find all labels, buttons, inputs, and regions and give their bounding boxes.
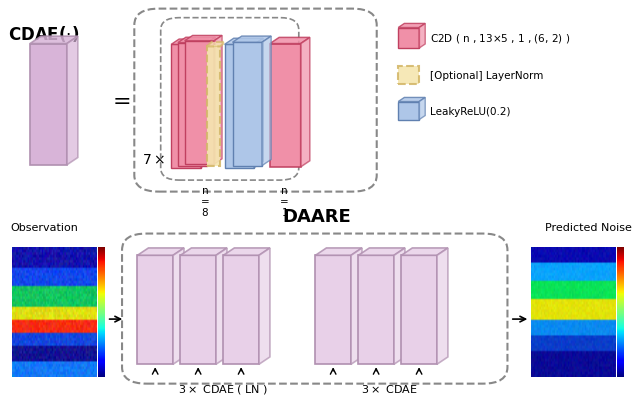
Polygon shape bbox=[232, 37, 271, 43]
Text: n
=
1: n = 1 bbox=[280, 186, 289, 218]
Bar bbox=[223, 256, 259, 364]
Polygon shape bbox=[262, 37, 271, 166]
Polygon shape bbox=[270, 38, 310, 45]
Bar bbox=[232, 43, 262, 166]
Polygon shape bbox=[301, 38, 310, 168]
Bar bbox=[316, 256, 351, 364]
Polygon shape bbox=[207, 38, 215, 166]
Text: $7\times$: $7\times$ bbox=[142, 152, 166, 166]
Polygon shape bbox=[358, 248, 405, 256]
Polygon shape bbox=[401, 248, 448, 256]
Bar bbox=[398, 102, 419, 120]
Polygon shape bbox=[398, 24, 425, 28]
Polygon shape bbox=[207, 43, 225, 47]
Polygon shape bbox=[214, 36, 222, 165]
Polygon shape bbox=[419, 98, 425, 120]
Bar bbox=[398, 67, 419, 85]
Bar bbox=[207, 47, 220, 166]
Text: LeakyReLU(0.2): LeakyReLU(0.2) bbox=[430, 106, 511, 116]
Bar bbox=[184, 42, 214, 165]
Polygon shape bbox=[316, 248, 362, 256]
Polygon shape bbox=[216, 248, 227, 364]
Polygon shape bbox=[171, 40, 209, 45]
Bar bbox=[138, 256, 173, 364]
Bar bbox=[270, 45, 301, 168]
Polygon shape bbox=[178, 38, 215, 43]
Polygon shape bbox=[67, 37, 78, 166]
Polygon shape bbox=[254, 39, 263, 169]
Polygon shape bbox=[30, 37, 78, 45]
Polygon shape bbox=[180, 248, 227, 256]
Bar bbox=[358, 256, 394, 364]
Text: DAARE: DAARE bbox=[282, 208, 351, 226]
Polygon shape bbox=[225, 39, 263, 45]
Text: Predicted Noise: Predicted Noise bbox=[545, 223, 632, 233]
Text: C2D ( n , 13$\times$5 , 1 , (6, 2) ): C2D ( n , 13$\times$5 , 1 , (6, 2) ) bbox=[430, 32, 570, 45]
Bar bbox=[225, 45, 254, 169]
Text: [Optional] LayerNorm: [Optional] LayerNorm bbox=[430, 71, 543, 81]
Text: $3\times$ CDAE ( LN ): $3\times$ CDAE ( LN ) bbox=[178, 382, 268, 395]
Polygon shape bbox=[184, 36, 222, 42]
Polygon shape bbox=[437, 248, 448, 364]
Polygon shape bbox=[200, 40, 209, 169]
Bar bbox=[398, 28, 419, 49]
Text: =: = bbox=[113, 92, 131, 112]
Bar bbox=[30, 45, 67, 166]
Polygon shape bbox=[398, 98, 425, 102]
Polygon shape bbox=[259, 248, 270, 364]
Polygon shape bbox=[351, 248, 362, 364]
Text: CDAE($\cdot$): CDAE($\cdot$) bbox=[8, 24, 79, 44]
Bar bbox=[178, 43, 207, 166]
Bar bbox=[180, 256, 216, 364]
Polygon shape bbox=[419, 24, 425, 49]
Text: n
=
8: n = 8 bbox=[200, 186, 209, 218]
Bar bbox=[401, 256, 437, 364]
Polygon shape bbox=[223, 248, 270, 256]
Text: $3\times$ CDAE: $3\times$ CDAE bbox=[361, 382, 417, 394]
Polygon shape bbox=[138, 248, 184, 256]
Bar bbox=[171, 45, 200, 169]
Polygon shape bbox=[173, 248, 184, 364]
Polygon shape bbox=[394, 248, 405, 364]
Text: Observation: Observation bbox=[11, 223, 79, 233]
